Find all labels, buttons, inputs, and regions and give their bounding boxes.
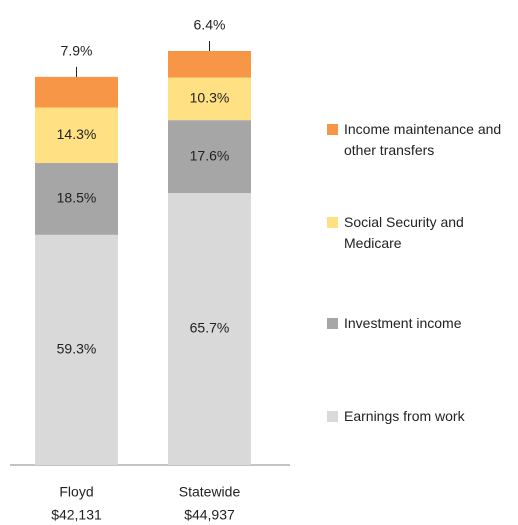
bar-segment bbox=[35, 76, 118, 108]
bar-segment bbox=[35, 234, 118, 465]
legend-swatch bbox=[327, 124, 338, 135]
data-label: 14.3% bbox=[57, 126, 97, 142]
data-label: 18.5% bbox=[57, 190, 97, 206]
bar-segment bbox=[35, 107, 118, 164]
legend-item: Income maintenance and other transfers bbox=[327, 119, 517, 161]
bar-segment bbox=[168, 77, 251, 121]
total-label: $42,131 bbox=[51, 507, 102, 523]
data-label: 65.7% bbox=[190, 320, 230, 336]
bar-segment bbox=[168, 193, 251, 465]
category-label: Floyd bbox=[59, 484, 93, 500]
legend-swatch bbox=[327, 318, 338, 329]
legend-item: Earnings from work bbox=[327, 406, 517, 427]
category-label: Statewide bbox=[179, 484, 241, 500]
bar-segment bbox=[168, 51, 251, 78]
legend-swatch bbox=[327, 217, 338, 228]
total-label: $44,937 bbox=[184, 507, 235, 523]
legend-item: Social Security and Medicare bbox=[327, 212, 517, 254]
bar-segment bbox=[168, 120, 251, 194]
data-label: 7.9% bbox=[61, 43, 93, 59]
legend-label: Income maintenance and other transfers bbox=[344, 121, 502, 158]
legend-swatch bbox=[327, 411, 338, 422]
legend-item: Investment income bbox=[327, 313, 517, 334]
data-label: 10.3% bbox=[190, 90, 230, 106]
legend-label: Social Security and Medicare bbox=[344, 214, 464, 251]
data-label: 17.6% bbox=[190, 147, 230, 163]
legend-label: Investment income bbox=[344, 315, 462, 331]
data-label: 59.3% bbox=[57, 341, 97, 357]
legend-label: Earnings from work bbox=[344, 408, 465, 424]
bar-segment bbox=[35, 163, 118, 235]
data-label: 6.4% bbox=[194, 17, 226, 33]
